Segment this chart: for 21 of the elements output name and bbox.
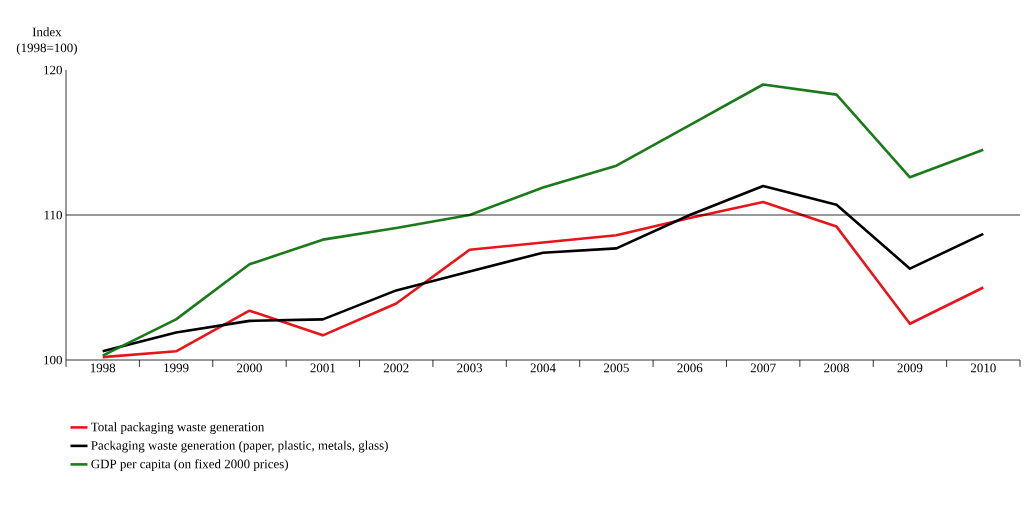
y-tick-label: 110 — [44, 210, 62, 220]
legend-label: GDP per capita (on fixed 2000 prices) — [91, 459, 289, 471]
legend-label: Packaging waste generation (paper, plastic, metals, glass) — [91, 440, 388, 453]
y-tick-label: 100 — [44, 355, 62, 365]
x-tick-label: 2003 — [457, 363, 483, 373]
y-axis-title: Index (1998=100) — [16, 27, 77, 55]
x-tick-label: 1998 — [90, 363, 116, 373]
x-tick-label: 2002 — [383, 363, 409, 373]
x-tick-label: 2000 — [237, 363, 262, 373]
x-tick-label: 2004 — [530, 363, 556, 373]
x-tick-label: 2007 — [750, 363, 776, 373]
x-tick-label: 2008 — [824, 363, 850, 373]
x-tick-label: 2010 — [970, 363, 996, 373]
x-tick-label: 2001 — [310, 363, 336, 373]
legend-label: Total packaging waste generation — [91, 422, 265, 434]
x-tick-label: 2006 — [677, 363, 703, 373]
x-tick-label: 1999 — [164, 363, 189, 373]
x-tick-label: 2005 — [604, 363, 629, 373]
x-tick-label: 2009 — [897, 363, 923, 373]
y-tick-label: 120 — [44, 65, 62, 75]
line-series — [101, 83, 985, 357]
